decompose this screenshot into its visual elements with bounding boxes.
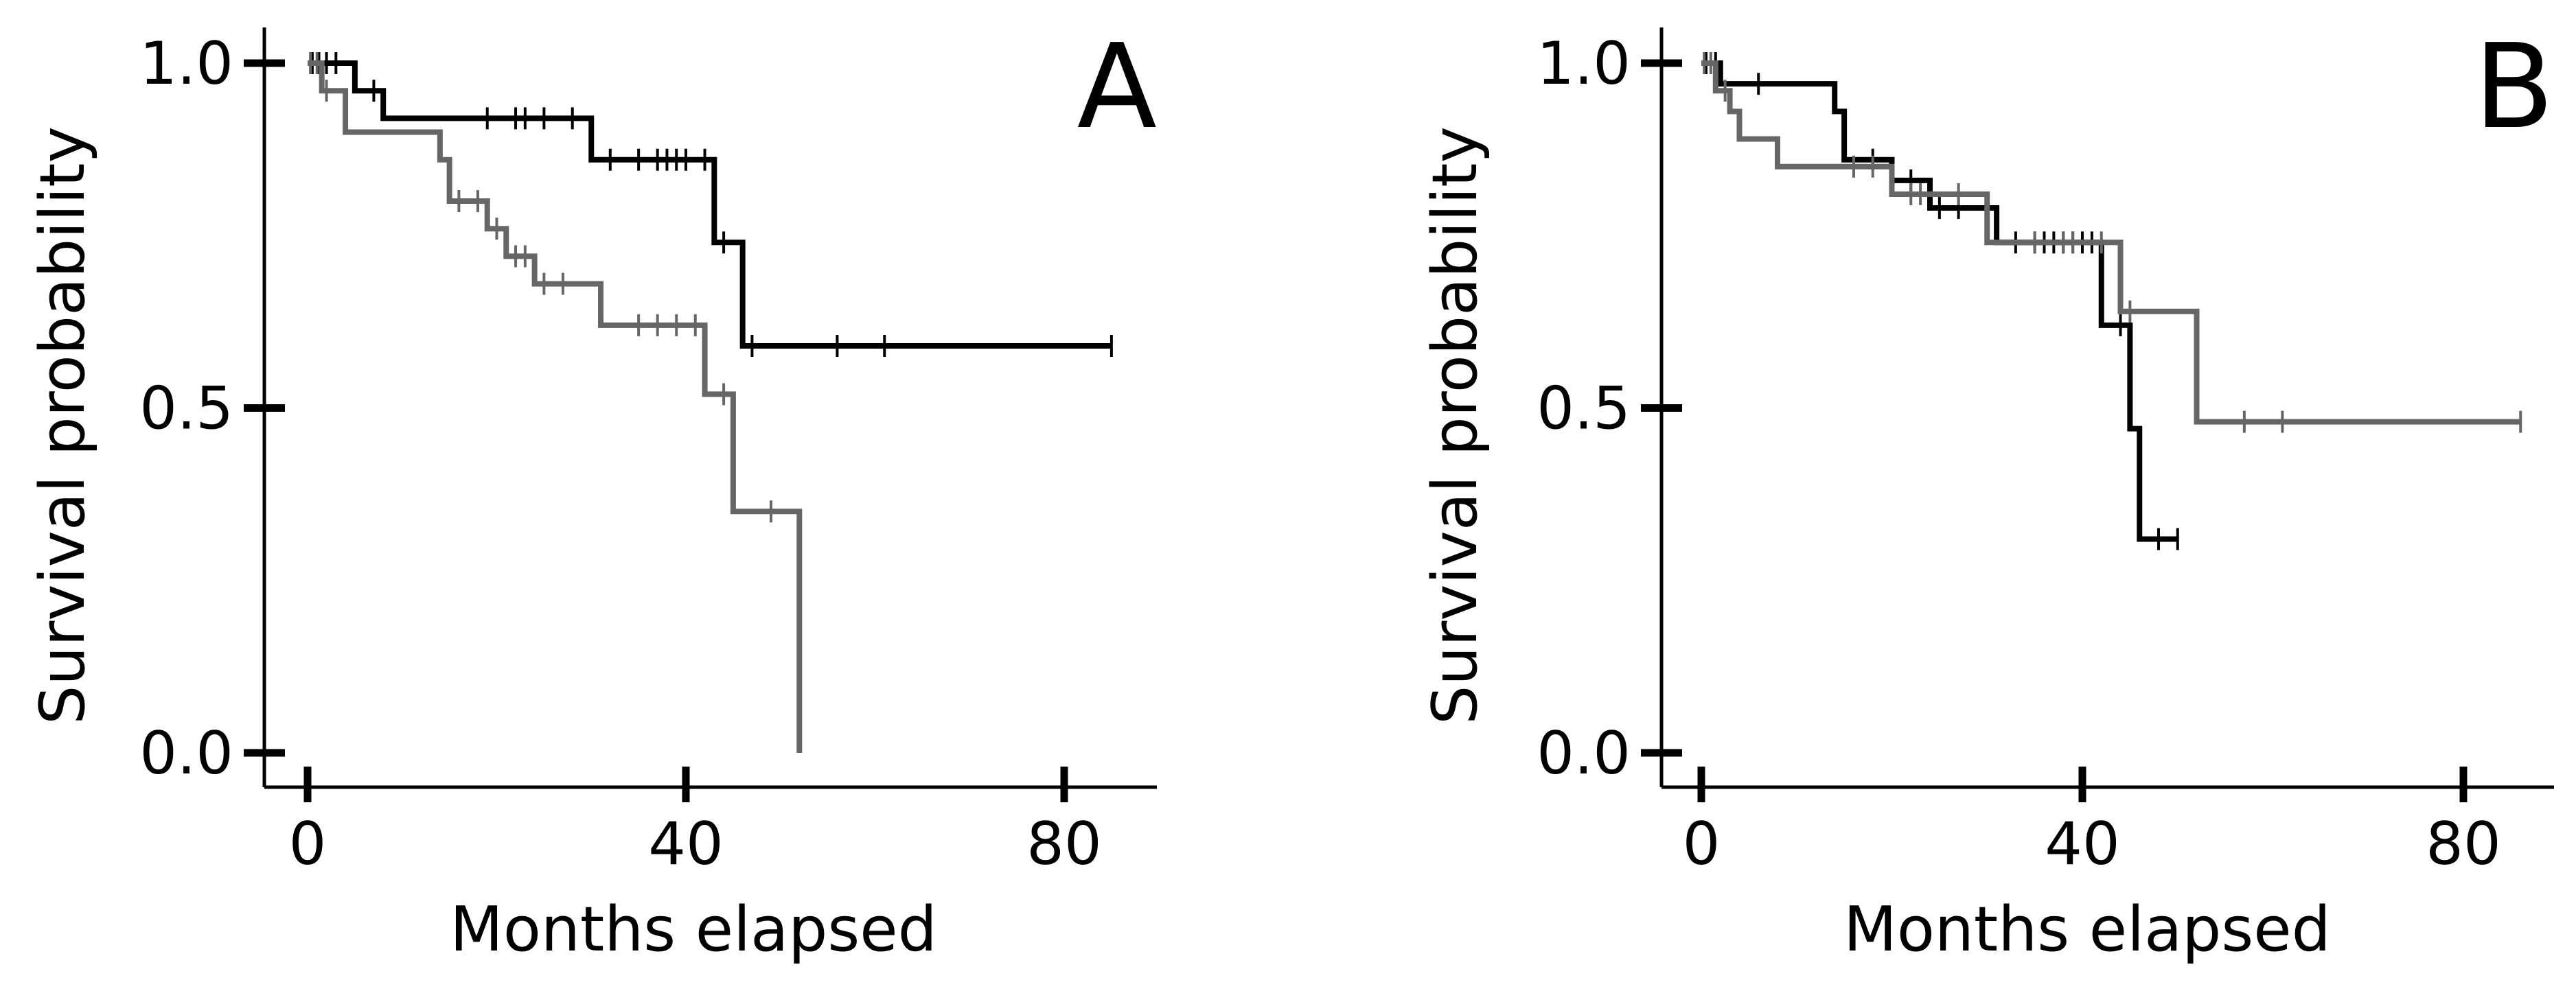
x-tick-label: 40	[2045, 810, 2119, 878]
y-tick-label: 1.0	[139, 30, 233, 98]
survival-curve-black	[308, 60, 1112, 349]
panel-letter: A	[1077, 19, 1157, 155]
x-tick-label: 0	[1683, 810, 1721, 878]
y-axis-label: Survival probability	[1419, 126, 1491, 725]
survival-curve-gray	[1701, 60, 2521, 425]
y-tick-label: 0.0	[139, 719, 233, 788]
y-tick-label: 0.5	[139, 375, 233, 443]
x-tick-label: 0	[289, 810, 327, 878]
x-axis-label: Months elapsed	[1843, 894, 2331, 966]
y-tick-label: 0.5	[1537, 375, 1631, 443]
panel-a: A Months elapsed Survival probability 0.…	[27, 19, 1157, 966]
y-tick-label: 0.0	[1537, 719, 1631, 788]
survival-curve-gray	[308, 60, 803, 753]
x-tick-label: 80	[1026, 810, 1101, 878]
y-tick-label: 1.0	[1537, 30, 1631, 98]
panel-b: B Months elapsed Survival probability 0.…	[1419, 19, 2554, 966]
x-tick-label: 80	[2426, 810, 2500, 878]
x-axis-label: Months elapsed	[450, 894, 937, 966]
panel-letter: B	[2474, 19, 2554, 155]
x-tick-label: 40	[648, 810, 723, 878]
y-axis-label: Survival probability	[27, 126, 99, 725]
survival-curve-black	[1701, 60, 2178, 542]
